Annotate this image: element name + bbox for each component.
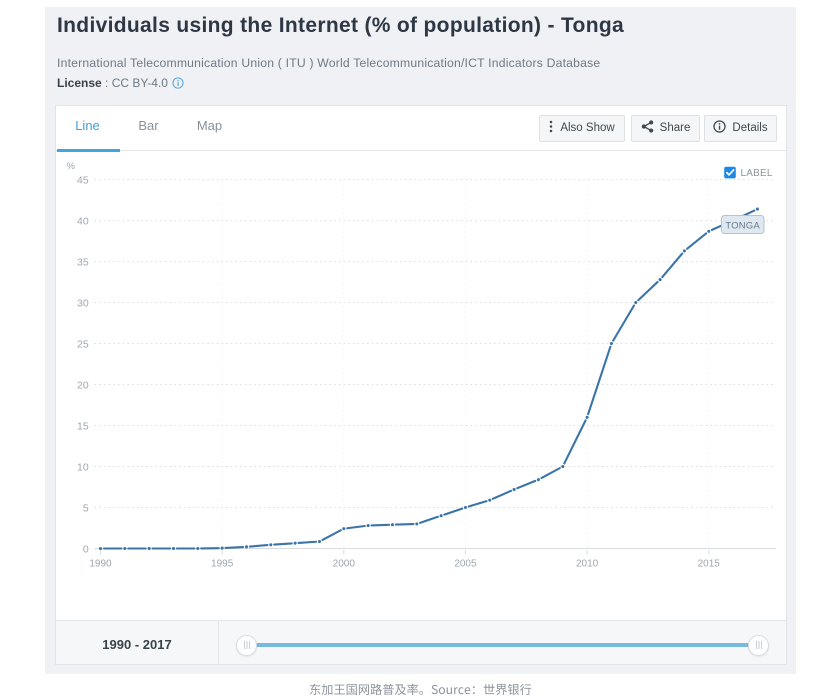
svg-text:20: 20 xyxy=(77,380,89,392)
svg-text:LABEL: LABEL xyxy=(741,168,773,179)
svg-text:2000: 2000 xyxy=(333,559,356,570)
svg-text:1995: 1995 xyxy=(211,559,234,570)
svg-text:2015: 2015 xyxy=(698,559,721,570)
svg-text:5: 5 xyxy=(83,503,89,515)
svg-text:TONGA: TONGA xyxy=(725,219,760,230)
svg-text:35: 35 xyxy=(77,257,89,269)
svg-text:0: 0 xyxy=(83,544,89,556)
svg-text:25: 25 xyxy=(77,339,89,351)
svg-text:40: 40 xyxy=(77,216,89,228)
svg-text:2005: 2005 xyxy=(454,559,477,570)
svg-text:30: 30 xyxy=(77,298,89,310)
svg-text:1990: 1990 xyxy=(89,559,112,570)
svg-text:45: 45 xyxy=(77,175,89,187)
svg-text:2010: 2010 xyxy=(576,559,599,570)
svg-text:15: 15 xyxy=(77,421,89,433)
svg-text:10: 10 xyxy=(77,462,89,474)
svg-text:%: % xyxy=(67,161,76,172)
